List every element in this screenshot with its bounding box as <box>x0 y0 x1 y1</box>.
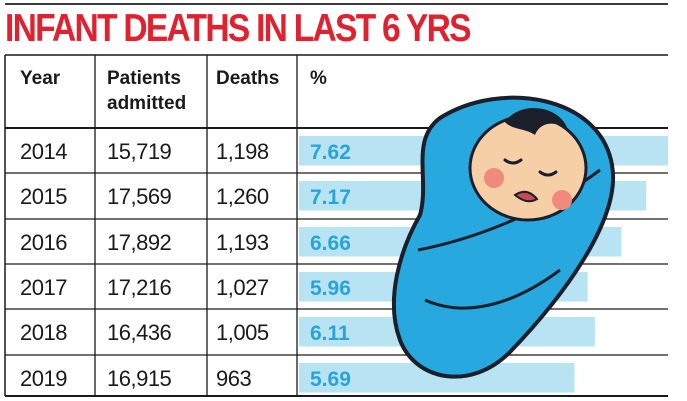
cell-percent: 7.62 <box>310 141 351 164</box>
baby-hair-icon <box>505 108 568 135</box>
cell-percent: 5.69 <box>310 368 351 391</box>
cell-patients: 16,436 <box>107 320 172 345</box>
mouth-icon <box>513 190 539 203</box>
header-patients: Patients <box>107 68 181 89</box>
baby-illustration <box>391 95 616 379</box>
cell-year: 2019 <box>20 366 67 391</box>
cell-percent: 6.11 <box>310 322 350 345</box>
cell-year: 2015 <box>20 184 67 209</box>
chart-title: INFANT DEATHS IN LAST 6 YRS <box>5 7 472 50</box>
cell-year: 2016 <box>20 230 67 255</box>
blanket-fold <box>424 268 561 310</box>
header-deaths: Deaths <box>216 68 279 89</box>
cell-deaths: 1,027 <box>216 275 269 300</box>
cell-deaths: 1,260 <box>216 184 269 209</box>
top-rule <box>5 3 668 5</box>
eye-icon <box>538 170 558 177</box>
header-year: Year <box>20 68 61 89</box>
cell-deaths: 963 <box>216 366 251 391</box>
cell-year: 2017 <box>20 275 67 300</box>
cell-patients: 15,719 <box>107 139 172 164</box>
cell-deaths: 1,005 <box>216 320 269 345</box>
cheek-icon <box>552 190 572 210</box>
header-patients-line2: admitted <box>107 93 186 114</box>
cell-patients: 17,216 <box>107 275 172 300</box>
cell-patients: 17,569 <box>107 184 172 209</box>
cell-percent: 7.17 <box>310 186 351 209</box>
cell-patients: 17,892 <box>107 230 172 255</box>
cell-year: 2018 <box>20 320 67 345</box>
cell-patients: 16,915 <box>107 366 172 391</box>
eye-icon <box>503 158 523 165</box>
cell-percent: 6.66 <box>310 232 351 255</box>
cell-deaths: 1,193 <box>216 230 269 255</box>
cell-year: 2014 <box>20 139 67 164</box>
header-percent: % <box>310 68 327 89</box>
cell-deaths: 1,198 <box>216 139 269 164</box>
cheek-icon <box>484 168 504 188</box>
cell-percent: 5.96 <box>310 277 351 300</box>
